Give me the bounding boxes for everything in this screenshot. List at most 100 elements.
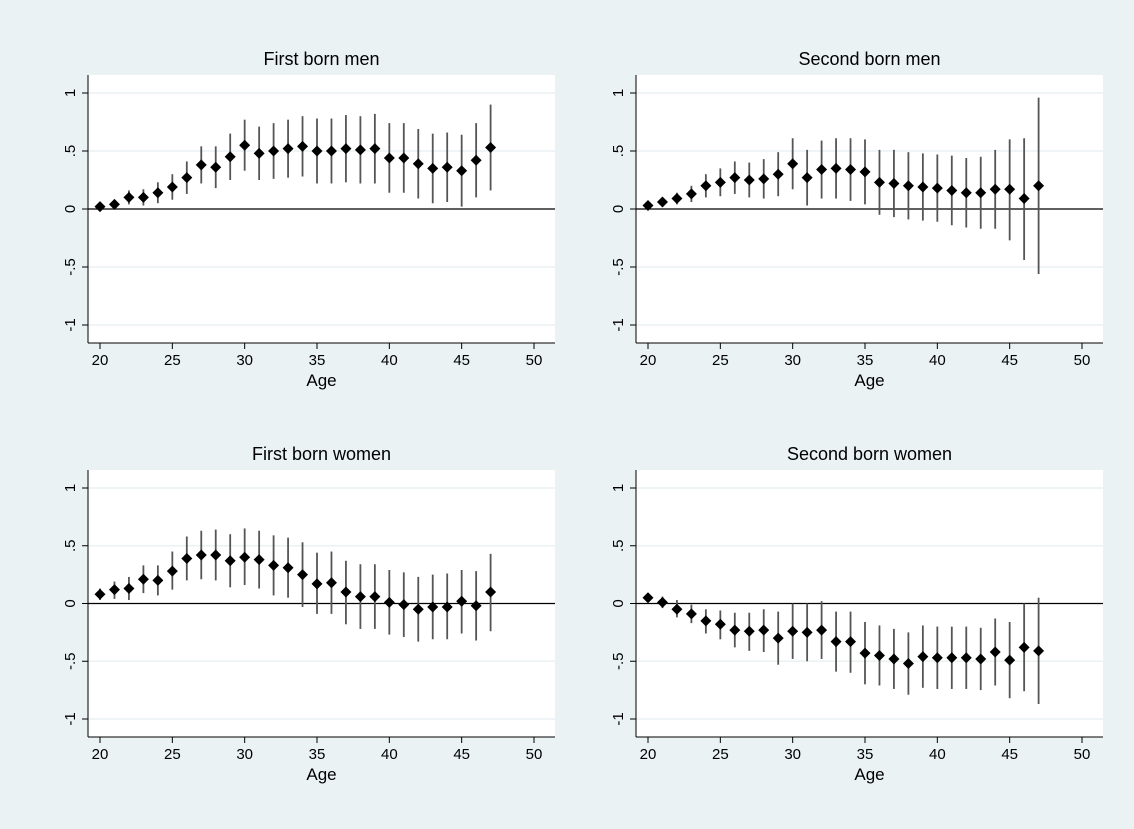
x-tick-label: 50 <box>1074 352 1091 369</box>
x-axis-label: Age <box>306 765 336 784</box>
y-tick-label: 0 <box>62 599 79 607</box>
data-point <box>94 588 106 600</box>
data-point <box>108 584 120 596</box>
data-point <box>888 177 900 189</box>
x-tick-label: 25 <box>712 746 729 763</box>
data-point <box>801 626 813 638</box>
data-point <box>671 193 683 205</box>
y-tick-label: 0 <box>62 205 79 213</box>
data-point <box>816 624 828 636</box>
data-point <box>700 615 712 627</box>
y-tick-label: -1 <box>610 712 627 725</box>
data-point <box>470 600 482 612</box>
data-point <box>830 636 842 648</box>
x-tick-label: 20 <box>92 352 109 369</box>
data-point <box>1033 180 1045 192</box>
data-point <box>830 162 842 174</box>
data-point <box>989 646 1001 658</box>
data-point <box>960 652 972 664</box>
data-point <box>801 172 813 184</box>
chart-panel: -1 -.5 0 .5 1 20 25 30 35 40 45 50 Second born women… <box>610 444 1103 784</box>
y-tick-label: -1 <box>610 318 627 331</box>
data-point <box>340 586 352 598</box>
data-point <box>917 181 929 193</box>
x-tick-label: 20 <box>640 746 657 763</box>
data-point <box>268 559 280 571</box>
x-axis-label: Age <box>854 765 884 784</box>
y-tick-label: .5 <box>62 145 79 158</box>
x-tick-label: 35 <box>857 746 874 763</box>
data-point <box>123 582 135 594</box>
data-point <box>441 601 453 613</box>
x-tick-label: 30 <box>236 746 253 763</box>
data-point <box>181 172 193 184</box>
chart-panel: -1 -.5 0 .5 1 20 25 30 35 40 45 50 First born women A… <box>62 444 555 784</box>
data-point <box>931 652 943 664</box>
x-tick-label: 50 <box>526 746 543 763</box>
x-tick-label: 45 <box>1001 746 1018 763</box>
data-point <box>729 172 741 184</box>
data-point <box>470 154 482 166</box>
data-point <box>427 601 439 613</box>
data-point <box>239 139 251 151</box>
y-tick-label: .5 <box>610 145 627 158</box>
data-point <box>975 187 987 199</box>
data-point <box>108 198 120 210</box>
data-point <box>325 577 337 589</box>
y-tick-label: 0 <box>610 599 627 607</box>
data-point <box>383 152 395 164</box>
data-point <box>845 636 857 648</box>
data-point <box>398 599 410 611</box>
data-point <box>398 152 410 164</box>
data-point <box>412 603 424 615</box>
data-point <box>195 159 207 171</box>
data-point <box>902 180 914 192</box>
data-point <box>902 658 914 670</box>
data-point <box>297 569 309 581</box>
data-point <box>325 145 337 157</box>
data-point <box>859 166 871 178</box>
data-point <box>758 173 770 185</box>
y-tick-label: 1 <box>62 484 79 492</box>
data-point <box>253 554 265 566</box>
data-point <box>354 591 366 603</box>
y-tick-label: .5 <box>62 539 79 552</box>
data-point <box>1004 654 1016 666</box>
x-tick-label: 45 <box>453 352 470 369</box>
x-tick-label: 35 <box>309 352 326 369</box>
data-point <box>137 191 149 203</box>
x-tick-label: 35 <box>857 352 874 369</box>
data-point <box>224 151 236 163</box>
data-point <box>917 651 929 663</box>
data-point <box>456 165 468 177</box>
data-point <box>166 565 178 577</box>
data-point <box>960 187 972 199</box>
y-tick-label: 0 <box>610 205 627 213</box>
x-tick-label: 30 <box>236 352 253 369</box>
data-point <box>772 632 784 644</box>
data-point <box>671 603 683 615</box>
data-point <box>485 142 497 154</box>
data-point <box>642 200 654 212</box>
y-tick-label: 1 <box>610 89 627 97</box>
x-tick-label: 50 <box>1074 746 1091 763</box>
chart-panel: -1 -.5 0 .5 1 20 25 30 35 40 45 50 Second born men Ag… <box>610 49 1103 390</box>
data-point <box>282 143 294 155</box>
data-point <box>268 145 280 157</box>
x-tick-label: 25 <box>712 352 729 369</box>
x-axis-label: Age <box>306 371 336 390</box>
data-point <box>946 184 958 196</box>
data-point <box>700 180 712 192</box>
data-point <box>383 596 395 608</box>
data-point <box>989 183 1001 195</box>
data-point <box>758 624 770 636</box>
y-tick-label: -.5 <box>610 652 627 670</box>
data-point <box>816 164 828 176</box>
x-tick-label: 35 <box>309 746 326 763</box>
y-tick-label: -1 <box>62 318 79 331</box>
x-tick-label: 40 <box>381 746 398 763</box>
data-point <box>210 549 222 561</box>
data-point <box>354 144 366 156</box>
